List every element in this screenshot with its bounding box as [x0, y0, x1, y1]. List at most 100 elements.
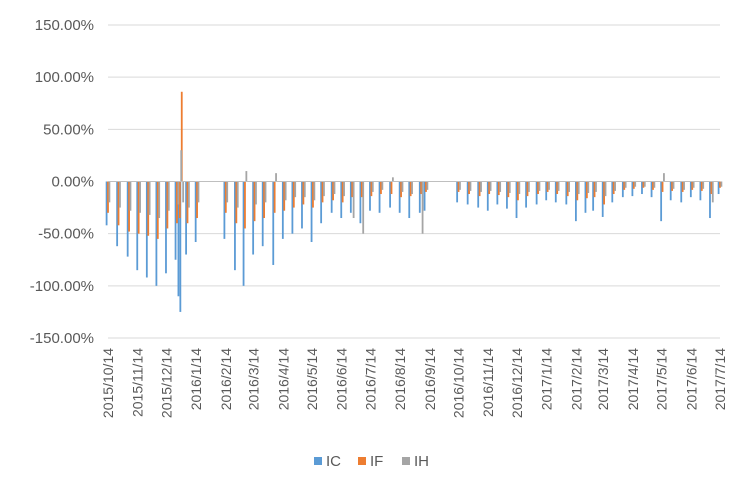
- bar-ic: [174, 181, 177, 260]
- bar-ih: [702, 181, 705, 189]
- bar-ih: [683, 181, 685, 190]
- bar-ic: [631, 181, 634, 197]
- bar-if: [235, 181, 238, 224]
- x-tick-label: 2016/6/14: [334, 348, 350, 410]
- bar-ih: [577, 181, 580, 195]
- bar-if: [497, 181, 500, 196]
- bar-ic: [680, 181, 683, 203]
- bar-ih: [614, 181, 616, 191]
- bar-if: [478, 181, 481, 197]
- legend: IC IF IH: [314, 453, 429, 470]
- bar-if: [178, 181, 181, 219]
- bar-if: [117, 181, 120, 226]
- bar-ic: [272, 181, 275, 265]
- bar-ic: [477, 181, 480, 208]
- bar-ic: [340, 181, 343, 219]
- bar-ih: [411, 181, 413, 195]
- bar-ic: [641, 181, 643, 195]
- bar-if: [180, 91, 183, 182]
- bar-ic: [496, 181, 499, 205]
- bar-if: [556, 181, 559, 195]
- legend-swatch-if: [358, 457, 366, 465]
- data-bars: [105, 91, 723, 312]
- bar-if: [390, 181, 393, 195]
- bar-if: [546, 181, 549, 192]
- bar-ic: [515, 181, 518, 219]
- bar-if: [661, 181, 664, 192]
- x-tick-label: 2016/1/14: [188, 348, 204, 410]
- bar-ic: [584, 181, 587, 213]
- bar-ih: [139, 181, 141, 213]
- bar-ih: [255, 181, 257, 205]
- bar-ic: [398, 181, 401, 213]
- bar-ic: [281, 181, 284, 239]
- bar-ih: [568, 181, 571, 192]
- bar-if: [642, 181, 645, 188]
- y-tick-label: 100.00%: [35, 69, 94, 86]
- bar-if: [360, 181, 363, 198]
- bar-if: [566, 181, 569, 197]
- x-tick-label: 2016/4/14: [275, 348, 291, 410]
- bar-ic: [456, 181, 459, 203]
- legend-label-ih: IH: [414, 453, 429, 470]
- bar-if: [593, 181, 596, 198]
- bar-ic: [506, 181, 508, 209]
- x-tick-label: 2016/9/14: [422, 348, 438, 410]
- y-tick-label: -50.00%: [38, 226, 94, 243]
- bar-if: [603, 181, 606, 205]
- bar-if: [719, 181, 721, 188]
- bar-if: [321, 181, 324, 203]
- bar-ic: [709, 181, 711, 219]
- bar-if: [176, 181, 178, 224]
- bar-ih: [177, 181, 180, 205]
- x-tick-label: 2017/5/14: [654, 348, 670, 410]
- bar-ih: [158, 181, 161, 219]
- gridlines: [108, 24, 720, 339]
- bar-ih: [401, 181, 404, 192]
- bar-if: [244, 181, 246, 229]
- bar-ih: [303, 181, 306, 198]
- bar-if: [196, 181, 198, 219]
- x-tick-label: 2015/10/14: [100, 348, 116, 418]
- bar-ih: [294, 181, 297, 198]
- x-tick-label: 2017/1/14: [539, 348, 555, 410]
- bar-if: [263, 181, 266, 219]
- bar-if: [341, 181, 344, 203]
- bar-ic: [369, 181, 371, 211]
- bar-ih: [381, 181, 384, 190]
- bar-ih: [538, 181, 541, 191]
- bar-if: [517, 181, 519, 201]
- bar-ih: [595, 181, 597, 192]
- bar-ic: [418, 181, 421, 213]
- bar-if: [128, 181, 130, 232]
- bar-ic: [301, 181, 303, 229]
- bar-ic: [378, 181, 381, 213]
- bar-ic: [466, 181, 469, 205]
- bar-ic: [145, 181, 148, 278]
- bar-ic: [310, 181, 313, 243]
- y-tick-label: 150.00%: [35, 17, 94, 34]
- bar-ic: [575, 181, 577, 222]
- bar-if: [457, 181, 460, 192]
- bar-ic: [105, 181, 108, 226]
- bar-ih: [489, 181, 492, 191]
- bar-if: [400, 181, 402, 198]
- bar-if: [253, 181, 256, 222]
- bar-ic: [177, 181, 180, 297]
- bar-ih: [371, 181, 374, 192]
- bar-ih: [323, 181, 325, 197]
- x-axis-tick-labels: 2015/10/14 2015/11/14 2015/12/14 2016/1/14 2…: [100, 348, 728, 418]
- bar-ic: [717, 181, 720, 195]
- bar-ih: [604, 181, 607, 197]
- bar-if: [612, 181, 615, 195]
- bar-ic: [565, 181, 568, 205]
- bar-ic: [242, 181, 245, 286]
- bar-if: [652, 181, 654, 190]
- x-tick-label: 2016/5/14: [304, 348, 320, 410]
- bar-ih: [182, 181, 185, 203]
- bar-ic: [554, 181, 557, 203]
- bar-ih: [187, 181, 190, 208]
- bar-ic: [486, 181, 489, 211]
- bar-ih: [518, 181, 521, 195]
- bar-ic: [136, 181, 139, 271]
